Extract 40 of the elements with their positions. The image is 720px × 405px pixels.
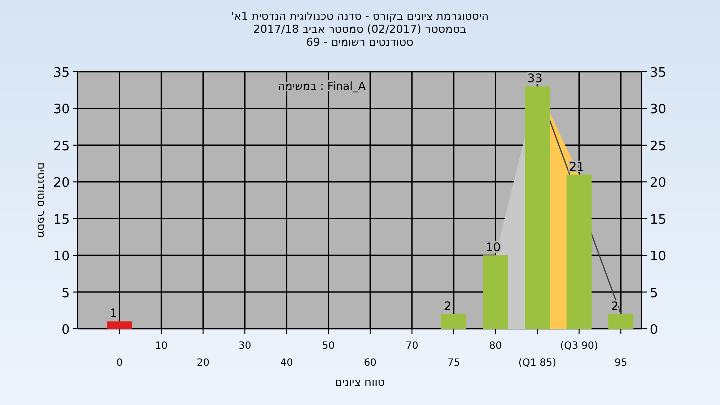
y2-tick-label: 20 bbox=[650, 176, 667, 192]
chart-subtitle: בסמסטר (02/2017) סמסטר אביב 2017/18 סטודנטים רשומים - 69 bbox=[253, 23, 467, 49]
bar bbox=[608, 314, 634, 329]
data-label: 21 bbox=[569, 160, 585, 174]
chart-title: היסטוגרמת ציונים בקורס - סדנה טכנולוגית הנדסית 1א' bbox=[231, 10, 489, 23]
y2-tick-label: 5 bbox=[650, 286, 658, 302]
y-tick-label: 35 bbox=[53, 66, 70, 81]
x-tick-label: 50 bbox=[322, 341, 336, 352]
x-tick-label: 20 bbox=[196, 358, 210, 369]
data-label: 2 bbox=[444, 299, 452, 314]
x-tick-label: 30 bbox=[238, 341, 252, 352]
y2-tick-label: 35 bbox=[650, 66, 667, 81]
data-label: 2 bbox=[611, 299, 619, 314]
x-tick-label: 70 bbox=[406, 341, 419, 352]
y2-tick-label: 10 bbox=[650, 250, 667, 265]
y-tick-label: 25 bbox=[53, 139, 70, 154]
x-tick-label: (Q1 85) bbox=[518, 358, 557, 369]
x-tick-label: (Q3 90) bbox=[560, 341, 598, 352]
y-tick-label: 0 bbox=[62, 323, 70, 338]
y2-tick-label: 0 bbox=[650, 323, 658, 338]
x-axis-title: טווח ציונים bbox=[335, 376, 385, 389]
y-axis-title: מספר סטודנטים bbox=[35, 162, 48, 238]
bar bbox=[107, 322, 132, 329]
y2-tick-label: 15 bbox=[650, 212, 667, 228]
bar bbox=[441, 314, 467, 329]
x-tick-label: 95 bbox=[614, 358, 628, 369]
x-tick-label: 10 bbox=[155, 341, 168, 352]
y2-tick-label: 25 bbox=[650, 139, 667, 154]
x-tick-label: 60 bbox=[364, 358, 377, 369]
y-tick-label: 10 bbox=[53, 250, 70, 265]
data-label: 1 bbox=[110, 306, 118, 321]
y2-tick-label: 30 bbox=[650, 102, 667, 118]
x-tick-label: 75 bbox=[448, 358, 460, 369]
x-tick-label: 80 bbox=[489, 341, 502, 352]
x-tick-label: 40 bbox=[280, 358, 294, 369]
y-tick-label: 15 bbox=[53, 212, 70, 228]
y-tick-label: 30 bbox=[53, 102, 70, 118]
x-tick-label: 0 bbox=[116, 358, 123, 369]
y-tick-label: 5 bbox=[62, 286, 70, 302]
y-tick-label: 20 bbox=[53, 176, 70, 192]
